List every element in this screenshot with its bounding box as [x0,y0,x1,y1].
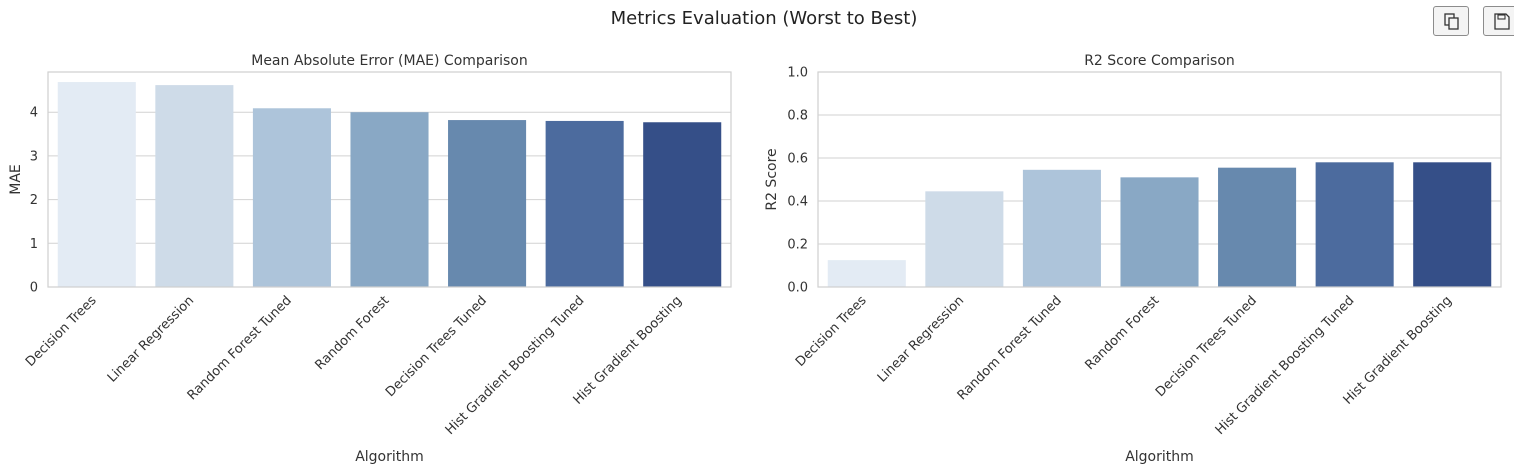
bar [643,122,722,288]
y-tick-label: 1.0 [787,66,808,81]
copy-icon [1444,13,1459,30]
bar [448,120,527,287]
mae-chart: Mean Absolute Error (MAE) Comparison 0 1 2 3… [8,53,732,465]
y-tick-label: 0.2 [787,238,808,253]
y-tick-label: 3 [30,149,38,164]
x-tick-label: Linear Regression [105,293,197,385]
bar [1413,162,1492,287]
plot-frame [817,71,1502,288]
plot-frame [47,71,732,288]
y-tick-label: 4 [30,106,38,121]
x-tick-label: Decision Trees [793,293,870,370]
bar [155,85,234,287]
y-tick-label: 0.4 [787,195,808,210]
x-tick-label: Decision Trees Tuned [1153,293,1260,400]
figure-title: Metrics Evaluation (Worst to Best) [611,8,918,29]
chart-title: R2 Score Comparison [1084,53,1235,69]
x-tick-label: Hist Gradient Boosting [571,293,685,407]
bar [350,112,429,288]
copy-button[interactable] [1433,6,1469,36]
x-tick-label: Decision Trees [23,293,100,370]
y-axis-label: R2 Score [764,148,780,210]
x-tick-label: Hist Gradient Boosting [1341,293,1455,407]
y-axis-label: MAE [8,164,24,195]
bar [1315,162,1394,287]
r2-chart: R2 Score Comparison 0.0 0.2 0.4 0.6 0.8 1.0 Dec… [764,53,1502,465]
x-tick-label: Linear Regression [875,293,967,385]
x-tick-label: Random Forest Tuned [185,293,295,403]
bar [827,260,906,287]
y-tick-label: 0.0 [787,281,808,296]
bar [1022,169,1101,287]
bar [57,82,136,287]
y-tick-label: 0 [30,281,38,296]
bar [545,120,624,288]
bar [252,108,331,287]
save-icon [1494,13,1510,30]
y-tick-label: 0.6 [787,152,808,167]
y-tick-label: 0.8 [787,109,808,124]
x-axis-label: Algorithm [1125,449,1194,465]
x-tick-label: Random Forest [313,293,393,373]
y-tick-label: 1 [30,237,38,252]
chart-title: Mean Absolute Error (MAE) Comparison [251,53,528,69]
bar [925,191,1004,287]
bar [1218,167,1297,287]
x-tick-label: Random Forest Tuned [955,293,1065,403]
x-axis-label: Algorithm [355,449,424,465]
save-button[interactable] [1483,6,1514,36]
y-tick-label: 2 [30,193,38,208]
x-tick-label: Random Forest [1083,293,1163,373]
bar [1120,177,1199,287]
x-tick-label: Decision Trees Tuned [383,293,490,400]
